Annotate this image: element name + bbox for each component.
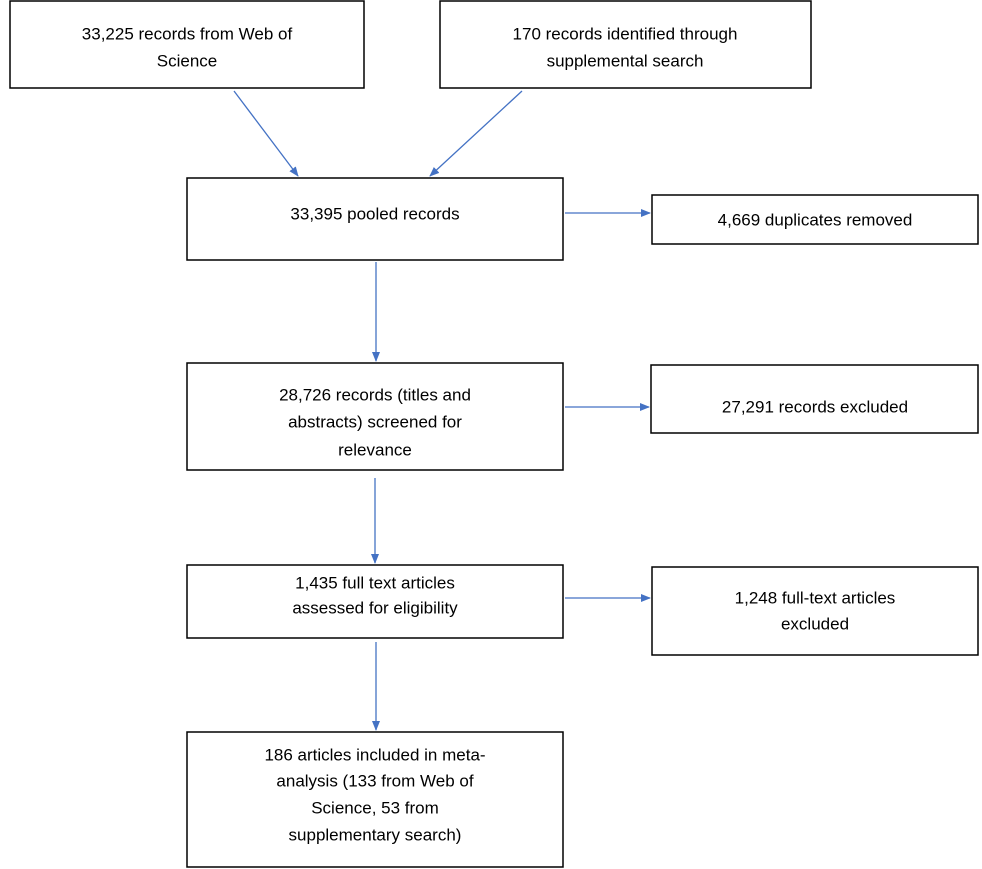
box-text: 170 records identified through — [513, 24, 738, 43]
box: 33,395 pooled records — [186, 177, 564, 261]
box-text: 1,435 full text articles — [295, 573, 455, 592]
box-text: supplementary search) — [289, 825, 462, 844]
box: 28,726 records (titles and abstracts) sc… — [186, 362, 564, 471]
box-frame — [186, 564, 564, 639]
arrows — [233, 90, 651, 731]
box-text: 4,669 duplicates removed — [718, 210, 913, 229]
box: 170 records identified through supplemen… — [439, 0, 812, 89]
box: 4,669 duplicates removed — [651, 194, 979, 245]
box-frame — [186, 731, 564, 868]
box-text: relevance — [338, 440, 412, 459]
box-text: Science — [157, 51, 217, 70]
box-text: 28,726 records (titles and — [279, 385, 471, 404]
box: 186 articles included in meta- analysis … — [186, 731, 564, 868]
box-frame — [651, 194, 979, 245]
box-frame — [9, 0, 365, 89]
box-text: abstracts) screened for — [288, 412, 462, 431]
box: 1,248 full-text articles excluded — [651, 566, 979, 656]
box-text: 27,291 records excluded — [722, 397, 908, 416]
box-text: assessed for eligibility — [292, 598, 458, 617]
box-text: 33,395 pooled records — [290, 204, 459, 223]
box-text: analysis (133 from Web of — [276, 771, 473, 790]
box: 1,435 full text articles assessed for el… — [186, 564, 564, 639]
box-text: 33,225 records from Web of — [82, 24, 293, 43]
box-frame — [186, 177, 564, 261]
box-text: 186 articles included in meta- — [264, 745, 485, 764]
arrow — [429, 90, 523, 177]
arrow — [233, 90, 299, 177]
box-frame — [439, 0, 812, 89]
box-frame — [650, 364, 979, 434]
box-frame — [186, 362, 564, 471]
box: 27,291 records excluded — [650, 364, 979, 434]
box: 33,225 records from Web of Science — [9, 0, 365, 89]
box-text: supplemental search — [547, 51, 704, 70]
box-text: Science, 53 from — [311, 798, 439, 817]
box-text: excluded — [781, 614, 849, 633]
box-frame — [651, 566, 979, 656]
box-text: 1,248 full-text articles — [735, 588, 896, 607]
